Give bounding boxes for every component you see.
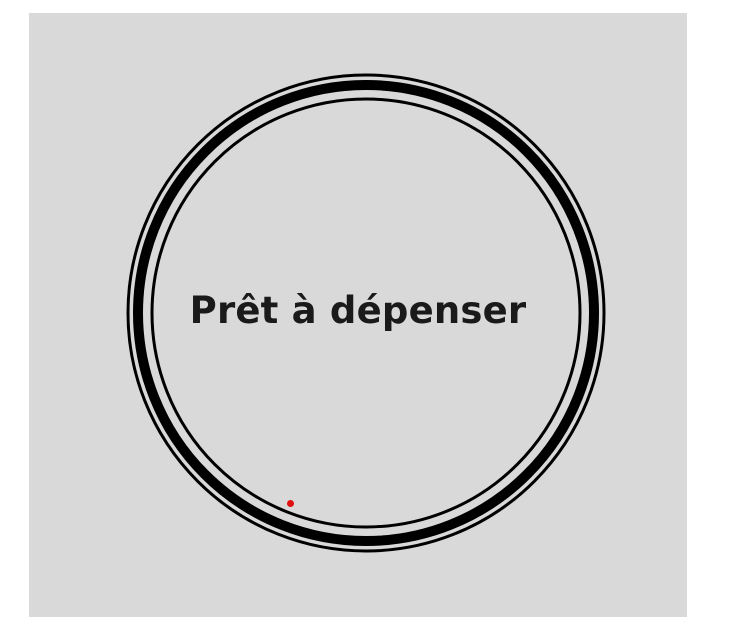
middle-ring xyxy=(133,80,599,546)
outer-ring xyxy=(126,73,606,553)
inner-ring xyxy=(150,97,582,529)
ready-to-spend-label: Prêt à dépenser xyxy=(189,289,527,332)
ready-to-spend-panel: Prêt à dépenser xyxy=(29,13,687,617)
status-ring-graphic xyxy=(126,73,606,553)
pointer-cursor-icon xyxy=(287,500,294,507)
